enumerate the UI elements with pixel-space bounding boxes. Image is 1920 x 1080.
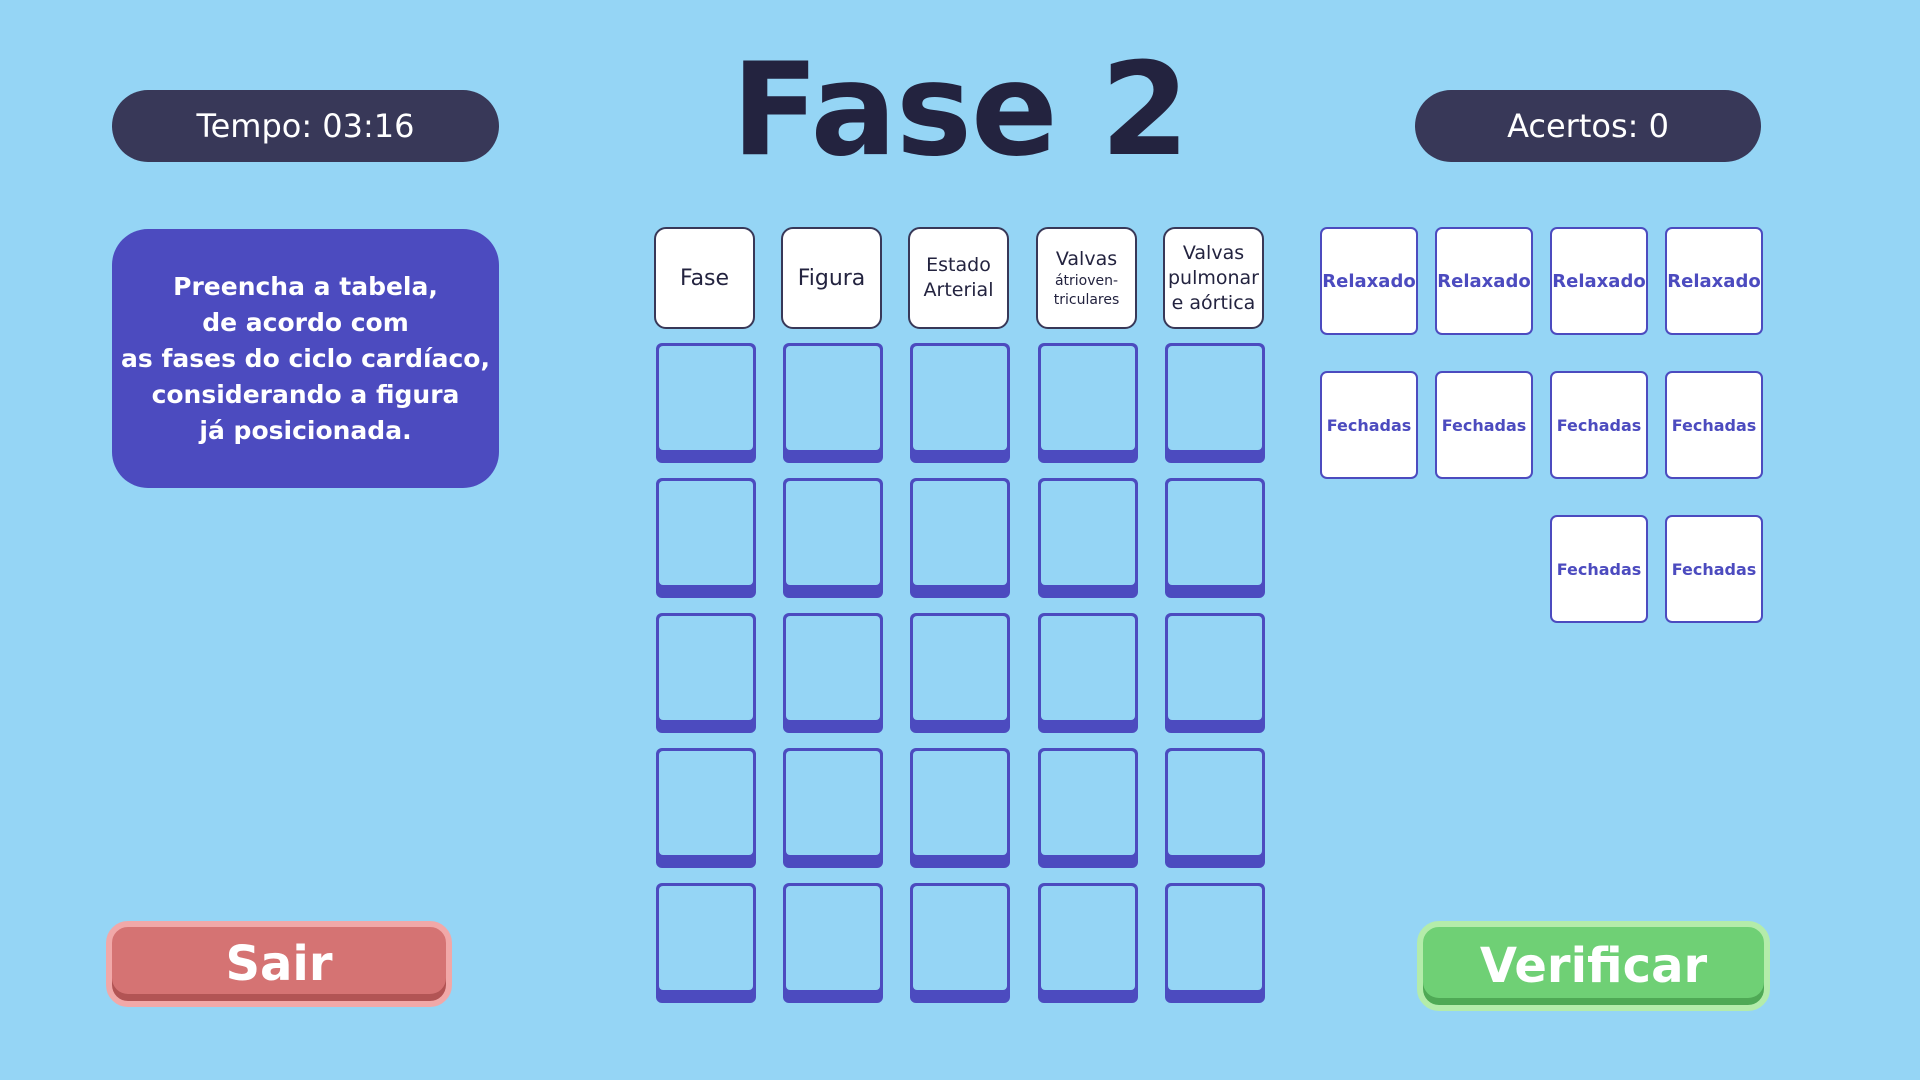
drop-slot[interactable] xyxy=(656,478,756,598)
answer-card[interactable]: Relaxado xyxy=(1665,227,1763,335)
column-header-label: e aórtica xyxy=(1171,291,1256,314)
drop-slot[interactable] xyxy=(783,613,883,733)
timer-display: Tempo: 03:16 xyxy=(112,90,499,162)
drop-slot[interactable] xyxy=(783,478,883,598)
page-title: Fase 2 xyxy=(731,36,1190,185)
column-header-label: átrioven- xyxy=(1054,272,1119,289)
drop-slot-inner xyxy=(1041,481,1135,585)
drop-slot-inner xyxy=(1168,481,1262,585)
drop-slot[interactable] xyxy=(1038,613,1138,733)
drop-slot-inner xyxy=(786,481,880,585)
answer-card[interactable]: Relaxado xyxy=(1550,227,1648,335)
drop-slot-inner xyxy=(913,481,1007,585)
drop-slot[interactable] xyxy=(1038,748,1138,868)
drop-slot[interactable] xyxy=(1165,613,1265,733)
drop-slot-inner xyxy=(786,616,880,720)
drop-slot-inner xyxy=(913,751,1007,855)
drop-slot-inner xyxy=(913,886,1007,990)
drop-slot-inner xyxy=(786,346,880,450)
column-header: Figura xyxy=(781,227,882,329)
drop-slot[interactable] xyxy=(1165,883,1265,1003)
drop-slot-inner xyxy=(786,751,880,855)
answer-card[interactable]: Relaxado xyxy=(1435,227,1533,335)
answer-card[interactable]: Fechadas xyxy=(1550,515,1648,623)
column-header: Valvas pulmonar e aórtica xyxy=(1163,227,1264,329)
drop-slot-inner xyxy=(659,616,753,720)
column-header-label: triculares xyxy=(1053,291,1120,308)
drop-slot-inner xyxy=(913,616,1007,720)
drop-slot-inner xyxy=(786,886,880,990)
drop-slot[interactable] xyxy=(1165,478,1265,598)
drop-slot[interactable] xyxy=(1165,343,1265,463)
drop-slot[interactable] xyxy=(1038,883,1138,1003)
drop-slot-inner xyxy=(913,346,1007,450)
drop-slot[interactable] xyxy=(910,748,1010,868)
drop-slot-inner xyxy=(1168,346,1262,450)
drop-slot-inner xyxy=(659,346,753,450)
column-header: Estado Arterial xyxy=(908,227,1009,329)
instruction-line: as fases do ciclo cardíaco, xyxy=(121,343,490,373)
column-header-label: Valvas xyxy=(1055,247,1118,270)
answer-card[interactable]: Fechadas xyxy=(1550,371,1648,479)
exit-button[interactable]: Sair xyxy=(106,921,452,1007)
answer-card[interactable]: Relaxado xyxy=(1320,227,1418,335)
drop-slot[interactable] xyxy=(1038,478,1138,598)
instruction-line: considerando a figura xyxy=(151,379,460,409)
column-header-label: Arterial xyxy=(923,279,994,301)
answer-card[interactable]: Fechadas xyxy=(1665,515,1763,623)
drop-slot-inner xyxy=(1041,751,1135,855)
drop-slot[interactable] xyxy=(1038,343,1138,463)
column-header-label: Estado xyxy=(926,254,991,276)
drop-slot[interactable] xyxy=(656,343,756,463)
drop-slot[interactable] xyxy=(1165,748,1265,868)
drop-slot-inner xyxy=(1041,886,1135,990)
drop-slot-inner xyxy=(659,886,753,990)
drop-slot[interactable] xyxy=(910,613,1010,733)
drop-slot-inner xyxy=(1041,346,1135,450)
drop-slot[interactable] xyxy=(783,883,883,1003)
column-header-label: pulmonar xyxy=(1167,266,1259,289)
drop-slot[interactable] xyxy=(783,343,883,463)
drop-slot-inner xyxy=(659,481,753,585)
column-header-label: Fase xyxy=(679,265,730,291)
drop-slot[interactable] xyxy=(910,883,1010,1003)
column-header: Fase xyxy=(654,227,755,329)
score-text: Acertos: 0 xyxy=(1507,107,1669,145)
column-header-label: Figura xyxy=(797,265,866,291)
drop-slot-inner xyxy=(1168,751,1262,855)
instruction-line: já posicionada. xyxy=(199,415,412,445)
drop-slot[interactable] xyxy=(910,478,1010,598)
drop-slot[interactable] xyxy=(656,883,756,1003)
instructions-panel: Preencha a tabela, de acordo com as fase… xyxy=(112,229,499,488)
verify-button[interactable]: Verificar xyxy=(1417,921,1770,1011)
drop-slot-inner xyxy=(1041,616,1135,720)
drop-slot-inner xyxy=(1168,886,1262,990)
drop-slot-inner xyxy=(1168,616,1262,720)
timer-text: Tempo: 03:16 xyxy=(196,107,415,145)
answer-card[interactable]: Fechadas xyxy=(1435,371,1533,479)
answer-card[interactable]: Fechadas xyxy=(1665,371,1763,479)
drop-slot[interactable] xyxy=(656,748,756,868)
instruction-line: de acordo com xyxy=(202,307,409,337)
drop-slot[interactable] xyxy=(910,343,1010,463)
drop-slot[interactable] xyxy=(783,748,883,868)
column-header-label: Valvas xyxy=(1182,241,1245,264)
answer-card[interactable]: Fechadas xyxy=(1320,371,1418,479)
drop-slot-inner xyxy=(659,751,753,855)
score-display: Acertos: 0 xyxy=(1415,90,1761,162)
column-header: Valvas átrioven-triculares xyxy=(1036,227,1137,329)
drop-slot[interactable] xyxy=(656,613,756,733)
instruction-line: Preencha a tabela, xyxy=(173,271,438,301)
